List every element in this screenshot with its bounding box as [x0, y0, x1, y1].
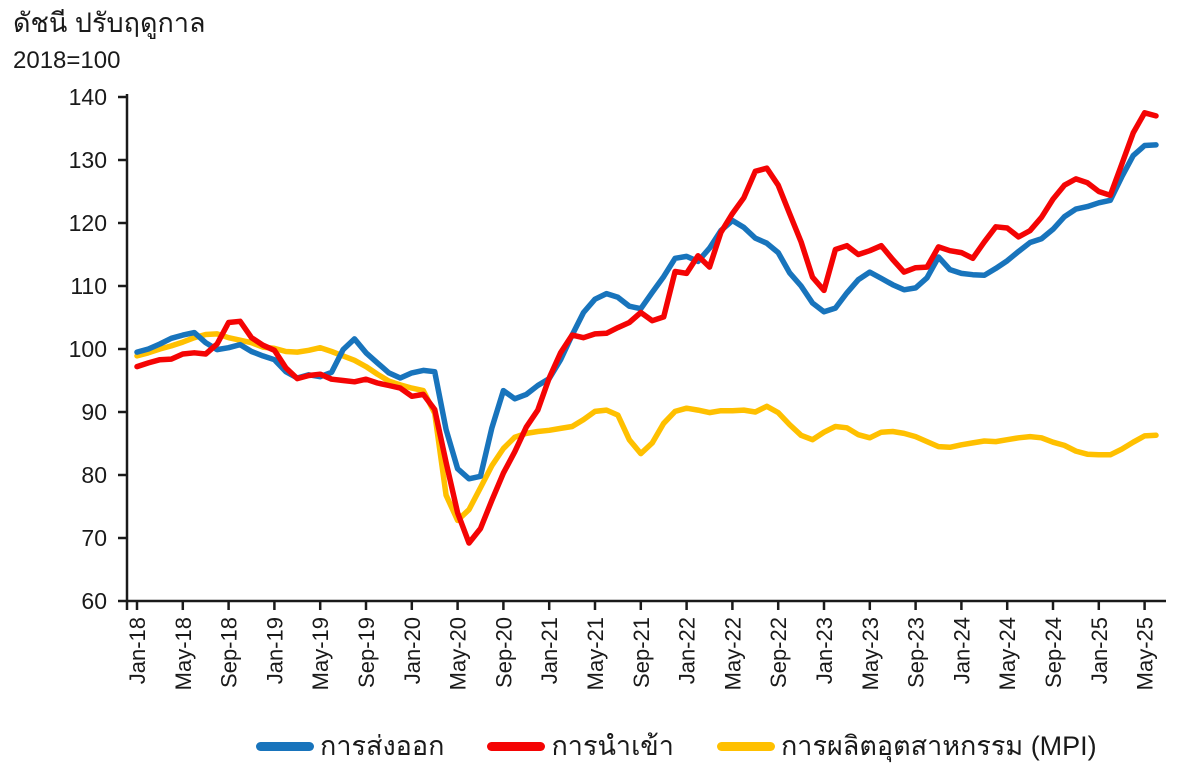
x-axis-tick-label: Sep-23 [904, 617, 929, 688]
x-axis-tick-label: Jan-23 [812, 617, 837, 684]
chart-title-block: ดัชนี ปรับฤดูกาล 2018=100 [13, 6, 206, 75]
y-axis-tick-label: 80 [81, 462, 107, 488]
axis-lines [125, 94, 1166, 610]
x-axis-tick-label: Jan-18 [125, 617, 150, 684]
legend-swatch-exports [256, 742, 314, 752]
x-axis-tick-label: Sep-22 [766, 617, 791, 688]
y-axis-tick-label: 100 [69, 336, 107, 362]
x-axis-tick-label: May-21 [583, 617, 608, 690]
series-line-exports [134, 142, 1159, 482]
x-axis-tick-label: Jan-24 [949, 617, 974, 684]
x-axis-tick-label: Jan-20 [400, 617, 425, 684]
x-axis-tick-label: May-22 [720, 617, 745, 690]
x-axis-tick-label: Jan-25 [1087, 617, 1112, 684]
legend-item-imports: การนำเข้า [487, 730, 674, 764]
x-axis-tick-label: Jan-22 [675, 617, 700, 684]
legend-item-exports: การส่งออก [256, 730, 444, 764]
chart-subtitle: 2018=100 [13, 47, 121, 75]
series-line-mpi [134, 331, 1159, 524]
x-axis-tick-label: Sep-18 [217, 617, 242, 688]
x-axis-tick-label: Sep-20 [491, 617, 516, 688]
series-line-imports [134, 110, 1159, 546]
x-axis-tick-label: May-23 [858, 617, 883, 690]
legend-label-exports: การส่งออก [320, 731, 445, 761]
legend-label-imports: การนำเข้า [551, 731, 674, 761]
legend-swatch-imports [487, 742, 546, 752]
x-axis-tick-label: May-25 [1133, 617, 1158, 690]
y-axis-tick-label: 120 [69, 210, 107, 236]
x-axis-tick-label: Sep-21 [629, 617, 654, 688]
x-axis-tick-label: Jan-21 [537, 617, 562, 684]
y-axis-tick-label: 110 [70, 273, 107, 299]
y-axis-tick-label: 130 [69, 147, 107, 173]
x-axis-tick-label: Jan-19 [262, 617, 287, 684]
legend-item-mpi: การผลิตอุตสาหกรรม (MPI) [716, 730, 1097, 764]
y-axis-tick-label: 90 [81, 399, 107, 425]
chart-title: ดัชนี ปรับฤดูกาล [13, 8, 206, 38]
x-axis-tick-label: May-18 [171, 617, 196, 690]
legend: การส่งออก การนำเข้า การผลิตอุตสาหกรรม (M… [256, 730, 1097, 764]
x-axis-tick-label: Sep-19 [354, 617, 379, 688]
y-axis-tick-label: 140 [69, 84, 107, 110]
x-axis-tick-label: May-20 [446, 617, 471, 690]
y-axis-tick-label: 60 [81, 588, 107, 614]
legend-swatch-mpi [716, 742, 775, 752]
legend-label-mpi: การผลิตอุตสาหกรรม (MPI) [780, 731, 1097, 761]
x-axis-tick-label: May-19 [308, 617, 333, 690]
x-axis-tick-label: May-24 [995, 617, 1020, 690]
x-axis-tick-label: Sep-24 [1041, 617, 1066, 688]
y-axis-tick-label: 70 [81, 525, 107, 551]
